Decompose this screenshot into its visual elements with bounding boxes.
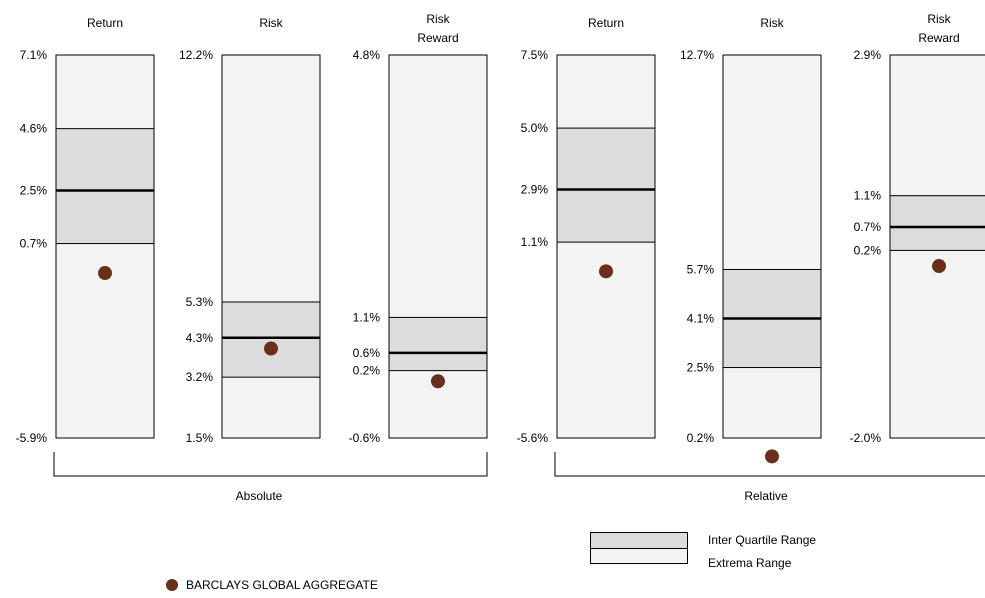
benchmark-marker [932,259,946,274]
benchmark-legend: BARCLAYS GLOBAL AGGREGATE [166,578,378,592]
extrema-range-box [221,54,321,439]
extrema-range-box [556,54,656,439]
legend-iqr-label: Inter Quartile Range [708,533,817,547]
value-label: 12.7% [680,48,714,62]
value-label: 0.2% [854,243,882,257]
value-label: 4.6% [20,122,48,136]
legend-extrema-label: Extrema Range [708,556,792,570]
panel-title: Reward [417,31,458,45]
value-label: 12.2% [179,48,213,62]
value-label: 1.5% [186,431,214,445]
value-label: 0.2% [353,364,381,378]
iqr-box [556,127,656,243]
legend-extrema-swatch [591,549,687,563]
value-label: 0.7% [20,237,48,251]
value-label: 0.6% [353,346,381,360]
value-label: 2.9% [854,48,882,62]
group-label: Relative [744,489,788,503]
extrema-range-box [722,54,822,439]
group-bracket [53,452,488,477]
value-label: 1.1% [353,310,381,324]
value-label: 2.5% [20,184,48,198]
panel-title: Risk [927,12,951,26]
panel-title: Return [588,16,624,30]
value-label: 7.1% [20,48,48,62]
legend-iqr-swatch [591,533,687,549]
benchmark-marker [264,341,278,356]
panel-title: Risk [426,12,450,26]
value-label: 7.5% [521,48,549,62]
value-label: -5.6% [517,431,549,445]
value-label: 1.1% [854,189,882,203]
iqr-box [889,195,985,251]
value-label: 4.1% [687,312,715,326]
value-label: 1.1% [521,235,549,249]
iqr-box [55,128,155,245]
value-label: 2.5% [687,361,715,375]
legend-swatch [590,532,688,564]
panel-title: Risk [259,16,283,30]
benchmark-dot-icon [166,579,178,591]
panel-title: Risk [760,16,784,30]
value-label: 2.9% [521,182,549,196]
benchmark-marker [98,266,112,281]
value-label: 3.2% [186,370,214,384]
benchmark-marker [765,449,779,464]
value-label: 0.7% [854,220,882,234]
value-label: -5.9% [16,431,48,445]
group-label: Absolute [236,489,283,503]
iqr-box [388,316,488,372]
iqr-box [221,301,321,378]
group-bracket [554,452,985,477]
benchmark-marker [431,374,445,389]
benchmark-legend-label: BARCLAYS GLOBAL AGGREGATE [186,578,378,592]
value-label: 0.2% [687,431,715,445]
value-label: -0.6% [349,431,381,445]
panel-title: Reward [918,31,959,45]
value-label: 5.7% [687,262,715,276]
benchmark-marker [599,264,613,279]
value-label: 5.3% [186,295,214,309]
panel-title: Return [87,16,123,30]
extrema-range-box [55,54,155,439]
value-label: 4.3% [186,331,214,345]
value-label: 4.8% [353,48,381,62]
value-label: 5.0% [521,121,549,135]
value-label: -2.0% [850,431,882,445]
extrema-range-box [388,54,488,439]
